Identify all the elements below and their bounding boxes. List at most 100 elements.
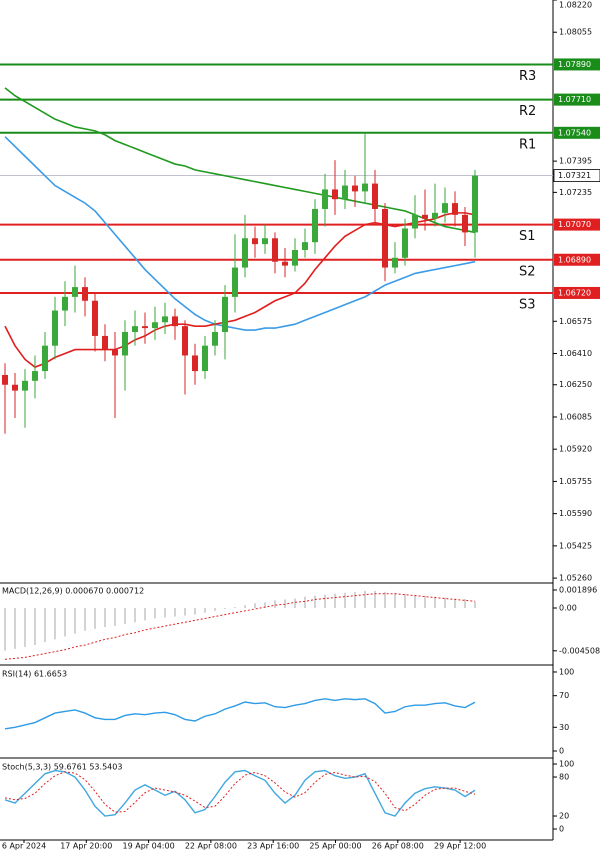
y-tick-label: 1.06575 xyxy=(559,317,592,326)
candle-body xyxy=(162,316,168,323)
candle-body xyxy=(442,203,448,213)
candle-body xyxy=(22,380,28,391)
level-box xyxy=(554,253,600,266)
x-tick-label: 29 Apr 12:00 xyxy=(434,842,486,851)
y-tick-label: 0.00 xyxy=(559,604,577,613)
candle-body xyxy=(232,267,238,297)
y-tick-label: 20 xyxy=(559,812,569,821)
level-name: R2 xyxy=(519,104,536,119)
level-name: S1 xyxy=(519,229,536,244)
x-tick-label: 6 Apr 2024 xyxy=(2,842,46,851)
candle-body xyxy=(52,310,58,346)
y-tick-label: 100 xyxy=(559,667,574,676)
y-tick-label: 1.05590 xyxy=(559,509,592,518)
x-tick-label: 17 Apr 20:00 xyxy=(60,842,112,851)
candle-body xyxy=(382,208,388,268)
candle-body xyxy=(112,349,118,356)
level-value: 1.07070 xyxy=(558,220,591,229)
candle-body xyxy=(252,238,258,245)
y-tick-label: 1.08220 xyxy=(559,1,592,10)
indicator-line xyxy=(4,698,476,730)
current-price-box xyxy=(553,169,600,182)
candle-body xyxy=(102,335,108,350)
y-tick-label: 30 xyxy=(559,723,569,732)
candle-body xyxy=(322,189,328,209)
y-tick-label: 0.001896 xyxy=(559,586,597,595)
candle-body xyxy=(272,238,278,262)
indicator-line xyxy=(4,87,476,234)
x-tick-label: 22 Apr 08:00 xyxy=(185,842,237,851)
y-tick-label: 1.05425 xyxy=(559,541,592,550)
candle-body xyxy=(82,287,88,301)
candle-body xyxy=(222,296,228,333)
candle-body xyxy=(192,355,198,372)
level-value: 1.06720 xyxy=(558,288,591,297)
candle-body xyxy=(402,228,408,258)
candle-body xyxy=(392,257,398,268)
y-tick-label: 0 xyxy=(559,825,564,834)
candle-body xyxy=(42,345,48,372)
x-tick-label: 25 Apr 00:00 xyxy=(309,842,361,851)
y-tick-label: 1.06410 xyxy=(559,349,592,358)
candle-body xyxy=(92,300,98,336)
candle-body xyxy=(422,214,428,219)
candle-body xyxy=(12,384,18,391)
candle-body xyxy=(32,371,38,381)
candle-body xyxy=(132,326,138,333)
candle-body xyxy=(72,287,78,297)
level-value: 1.06890 xyxy=(558,255,591,264)
y-tick-label: 1.08055 xyxy=(559,28,592,37)
candle-body xyxy=(432,212,438,219)
macd-label: MACD(12,26,9) 0.000670 0.000712 xyxy=(2,587,144,596)
indicator-line xyxy=(4,593,476,660)
candle-body xyxy=(292,249,298,266)
candle-body xyxy=(452,203,458,215)
indicator-line xyxy=(4,771,476,813)
candle-body xyxy=(362,183,368,192)
candle-body xyxy=(312,208,318,243)
indicator-line xyxy=(4,136,476,331)
x-tick-label: 19 Apr 04:00 xyxy=(123,842,175,851)
rsi-label: RSI(14) 61.6653 xyxy=(2,670,67,679)
candle-body xyxy=(2,374,8,385)
candle-body xyxy=(262,238,268,245)
stoch-label: Stoch(5,3,3) 59.6761 53.5403 xyxy=(2,763,122,772)
y-tick-label: 1.07235 xyxy=(559,188,592,197)
level-name: S2 xyxy=(519,264,536,279)
level-value: 1.07890 xyxy=(558,60,591,69)
candle-body xyxy=(412,214,418,229)
y-tick-label: 0 xyxy=(559,746,564,755)
candle-body xyxy=(282,261,288,266)
x-tick-label: 23 Apr 16:00 xyxy=(247,842,299,851)
level-box xyxy=(554,126,600,139)
y-tick-label: 1.05755 xyxy=(559,477,592,486)
candle-body xyxy=(462,214,468,233)
level-name: R3 xyxy=(519,69,536,84)
candle-body xyxy=(352,185,358,192)
x-tick-label: 26 Apr 08:00 xyxy=(372,842,424,851)
candle-body xyxy=(172,316,178,327)
candle-body xyxy=(302,242,308,250)
y-tick-label: 100 xyxy=(559,760,574,769)
level-name: R1 xyxy=(519,137,536,152)
candle-body xyxy=(472,175,478,233)
level-box xyxy=(554,58,600,71)
candle-body xyxy=(342,185,348,200)
candle-body xyxy=(372,183,378,209)
y-tick-label: 1.06085 xyxy=(559,412,592,421)
candle-body xyxy=(62,296,68,311)
level-box xyxy=(554,218,600,231)
indicator-line xyxy=(4,212,476,369)
y-tick-label: 1.05260 xyxy=(559,574,592,583)
y-tick-label: 1.06250 xyxy=(559,380,592,389)
candle-body xyxy=(122,332,128,356)
y-tick-label: 70 xyxy=(559,691,569,700)
indicator-line xyxy=(4,769,476,817)
level-value: 1.07540 xyxy=(558,128,591,137)
candle-body xyxy=(242,238,248,268)
candle-body xyxy=(212,332,218,346)
level-name: S3 xyxy=(519,297,536,312)
y-tick-label: 1.07395 xyxy=(559,157,592,166)
